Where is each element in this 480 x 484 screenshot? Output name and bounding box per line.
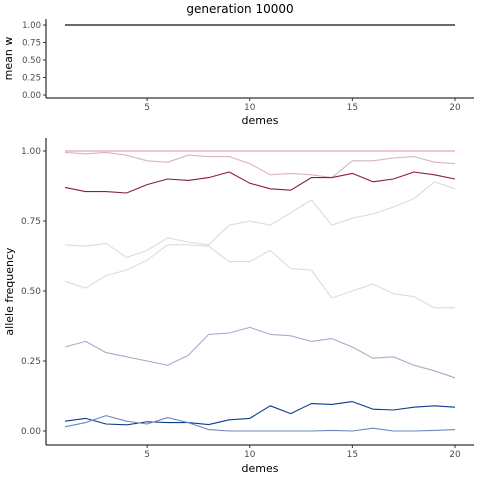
bottom-series-line-6 — [64, 326, 456, 379]
bottom-x-tick-label: 10 — [244, 450, 256, 460]
bottom-series-line-5 — [64, 244, 455, 309]
bottom-series-line-8 — [64, 415, 456, 432]
bottom-y-tick-label: 1.00 — [21, 147, 41, 157]
top-y-tick-label: 0.00 — [22, 91, 41, 101]
bottom-y-tick-label: 0.25 — [21, 357, 41, 367]
bottom-series-line-7 — [64, 401, 456, 426]
top-y-tick-label: 0.50 — [22, 56, 41, 66]
top-x-tick-label: 5 — [144, 103, 150, 113]
bottom-x-tick-label: 20 — [449, 450, 461, 460]
bottom-y-tick-label: 0.50 — [21, 287, 41, 297]
top-x-tick-label: 20 — [449, 103, 461, 113]
bottom-series-line-3 — [64, 171, 456, 194]
bottom-y-axis-label: allele frequency — [3, 247, 16, 336]
bottom-x-tick-label: 5 — [144, 450, 150, 460]
top-y-tick-label: 0.75 — [22, 39, 41, 49]
bottom-series-line-4 — [64, 181, 456, 258]
bottom-series-line-2 — [64, 151, 456, 179]
top-x-tick-label: 10 — [244, 103, 256, 113]
top-x-tick-label: 15 — [347, 103, 358, 113]
bottom-panel-allele-frequency: 0.00 0.25 0.50 0.75 1.00 5 10 15 20 demes allele f… — [3, 138, 474, 475]
top-y-tick-label: 0.25 — [22, 74, 41, 84]
bottom-y-tick-label: 0.75 — [21, 217, 41, 227]
bottom-y-tick-label: 0.00 — [21, 427, 41, 437]
top-x-axis-label: demes — [242, 114, 279, 127]
top-y-tick-label: 1.00 — [22, 21, 41, 31]
chart-title: generation 10000 — [186, 2, 293, 16]
top-panel-mean-w: 0.00 0.25 0.50 0.75 1.00 5 10 15 20 demes mean w — [2, 19, 474, 127]
top-y-axis-label: mean w — [2, 37, 15, 81]
bottom-x-tick-label: 15 — [347, 450, 358, 460]
bottom-x-axis-label: demes — [242, 462, 279, 475]
